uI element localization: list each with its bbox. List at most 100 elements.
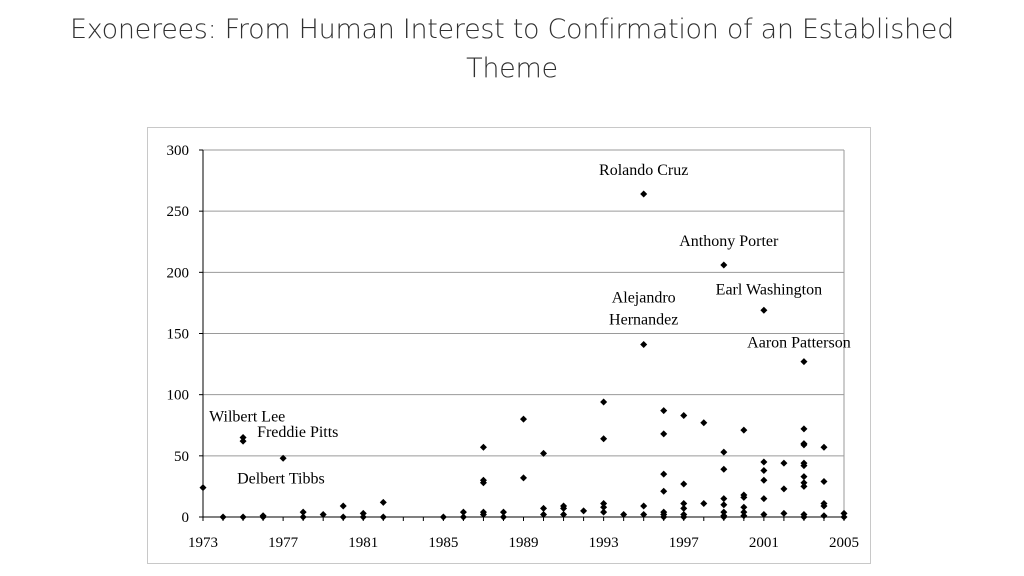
annotation-line: Hernandez bbox=[609, 312, 678, 329]
x-tick-label: 1989 bbox=[509, 535, 539, 551]
data-point bbox=[720, 448, 728, 456]
data-point bbox=[700, 500, 708, 508]
data-point bbox=[199, 484, 207, 492]
data-point bbox=[239, 513, 247, 521]
data-point bbox=[319, 511, 327, 519]
annotation-line: Rolando Cruz bbox=[599, 162, 688, 179]
data-point bbox=[800, 473, 808, 481]
data-point bbox=[540, 504, 548, 512]
slide-title-line-1: Exonerees: From Human Interest to Confir… bbox=[70, 14, 954, 45]
data-point bbox=[479, 511, 487, 519]
y-tick-label: 50 bbox=[174, 449, 189, 465]
data-point bbox=[820, 502, 828, 510]
data-point bbox=[820, 443, 828, 451]
data-point bbox=[800, 425, 808, 433]
data-point bbox=[540, 449, 548, 457]
annotation-label: Aaron Patterson bbox=[747, 335, 851, 352]
y-tick-label: 300 bbox=[167, 143, 190, 159]
data-point bbox=[580, 507, 588, 515]
data-point bbox=[459, 508, 467, 516]
data-point bbox=[600, 508, 608, 516]
data-point bbox=[680, 480, 688, 488]
data-point bbox=[379, 498, 387, 506]
data-point bbox=[760, 306, 768, 314]
data-point bbox=[640, 190, 648, 198]
annotation-line: Aaron Patterson bbox=[747, 335, 851, 352]
data-point bbox=[359, 513, 367, 521]
data-point bbox=[640, 341, 648, 349]
data-point bbox=[740, 512, 748, 520]
y-tick-label: 0 bbox=[182, 510, 190, 526]
y-tick-label: 100 bbox=[167, 388, 190, 404]
data-point bbox=[800, 479, 808, 487]
data-point bbox=[459, 513, 467, 521]
data-point bbox=[479, 443, 487, 451]
data-point bbox=[299, 508, 307, 516]
data-point bbox=[339, 502, 347, 510]
x-tick-label: 1973 bbox=[188, 535, 218, 551]
data-point bbox=[840, 509, 848, 517]
data-point bbox=[840, 513, 848, 521]
exonerees-scatter-chart: 0 50 100 150 200 250 300 1973 1977 1981 1985 1989 19… bbox=[167, 143, 860, 551]
data-point bbox=[600, 503, 608, 511]
y-tick-label: 250 bbox=[167, 204, 190, 220]
annotation-line: Delbert Tibbs bbox=[237, 470, 325, 487]
data-point bbox=[800, 513, 808, 521]
data-point bbox=[780, 509, 788, 517]
data-point bbox=[760, 476, 768, 484]
data-point bbox=[760, 458, 768, 466]
data-point bbox=[800, 358, 808, 366]
annotation-line: Wilbert Lee bbox=[209, 408, 285, 425]
data-point bbox=[259, 512, 267, 520]
data-point bbox=[359, 509, 367, 517]
data-point bbox=[760, 467, 768, 475]
data-point bbox=[540, 511, 548, 519]
data-point bbox=[600, 500, 608, 508]
data-point bbox=[439, 513, 447, 521]
data-point bbox=[640, 502, 648, 510]
data-point bbox=[660, 430, 668, 438]
y-tick-label: 150 bbox=[167, 327, 190, 343]
annotation-line: Anthony Porter bbox=[679, 233, 779, 250]
data-point bbox=[520, 415, 527, 423]
data-point bbox=[720, 508, 728, 516]
annotation-label: Anthony Porter bbox=[679, 233, 779, 250]
annotation-label: Freddie Pitts bbox=[257, 424, 338, 441]
data-point bbox=[339, 513, 347, 521]
annotation-line: Freddie Pitts bbox=[257, 424, 338, 441]
data-point bbox=[520, 474, 527, 482]
data-point bbox=[499, 508, 507, 516]
data-point bbox=[680, 500, 688, 508]
data-point bbox=[499, 513, 507, 521]
annotation-label: Earl Washington bbox=[716, 281, 822, 298]
data-point bbox=[720, 501, 728, 509]
data-point bbox=[700, 419, 708, 427]
annotation-label: Rolando Cruz bbox=[599, 162, 688, 179]
y-tick-label: 200 bbox=[167, 265, 190, 281]
data-point bbox=[660, 487, 668, 495]
data-point bbox=[720, 261, 728, 269]
x-tick-label: 1977 bbox=[268, 535, 299, 551]
data-point bbox=[820, 512, 828, 520]
data-point bbox=[740, 426, 748, 434]
data-point bbox=[620, 511, 628, 519]
data-point bbox=[680, 411, 688, 419]
annotation-label: Wilbert Lee bbox=[209, 408, 285, 425]
data-point bbox=[660, 407, 668, 415]
data-point bbox=[379, 513, 387, 521]
x-tick-label: 1981 bbox=[348, 535, 378, 551]
data-point bbox=[720, 513, 728, 521]
data-point bbox=[760, 495, 768, 503]
annotation-line: Alejandro bbox=[612, 290, 676, 307]
data-point bbox=[660, 513, 668, 521]
data-point bbox=[740, 493, 748, 501]
data-point bbox=[740, 503, 748, 511]
data-point bbox=[600, 398, 608, 406]
annotation-line: Earl Washington bbox=[716, 281, 822, 298]
data-point bbox=[780, 459, 788, 467]
data-point bbox=[219, 513, 227, 521]
data-point bbox=[720, 495, 728, 503]
x-tick-label: 2005 bbox=[829, 535, 859, 551]
data-point bbox=[720, 465, 728, 473]
chart-frame: 0 50 100 150 200 250 300 1973 1977 1981 1985 1989 19… bbox=[147, 127, 871, 564]
